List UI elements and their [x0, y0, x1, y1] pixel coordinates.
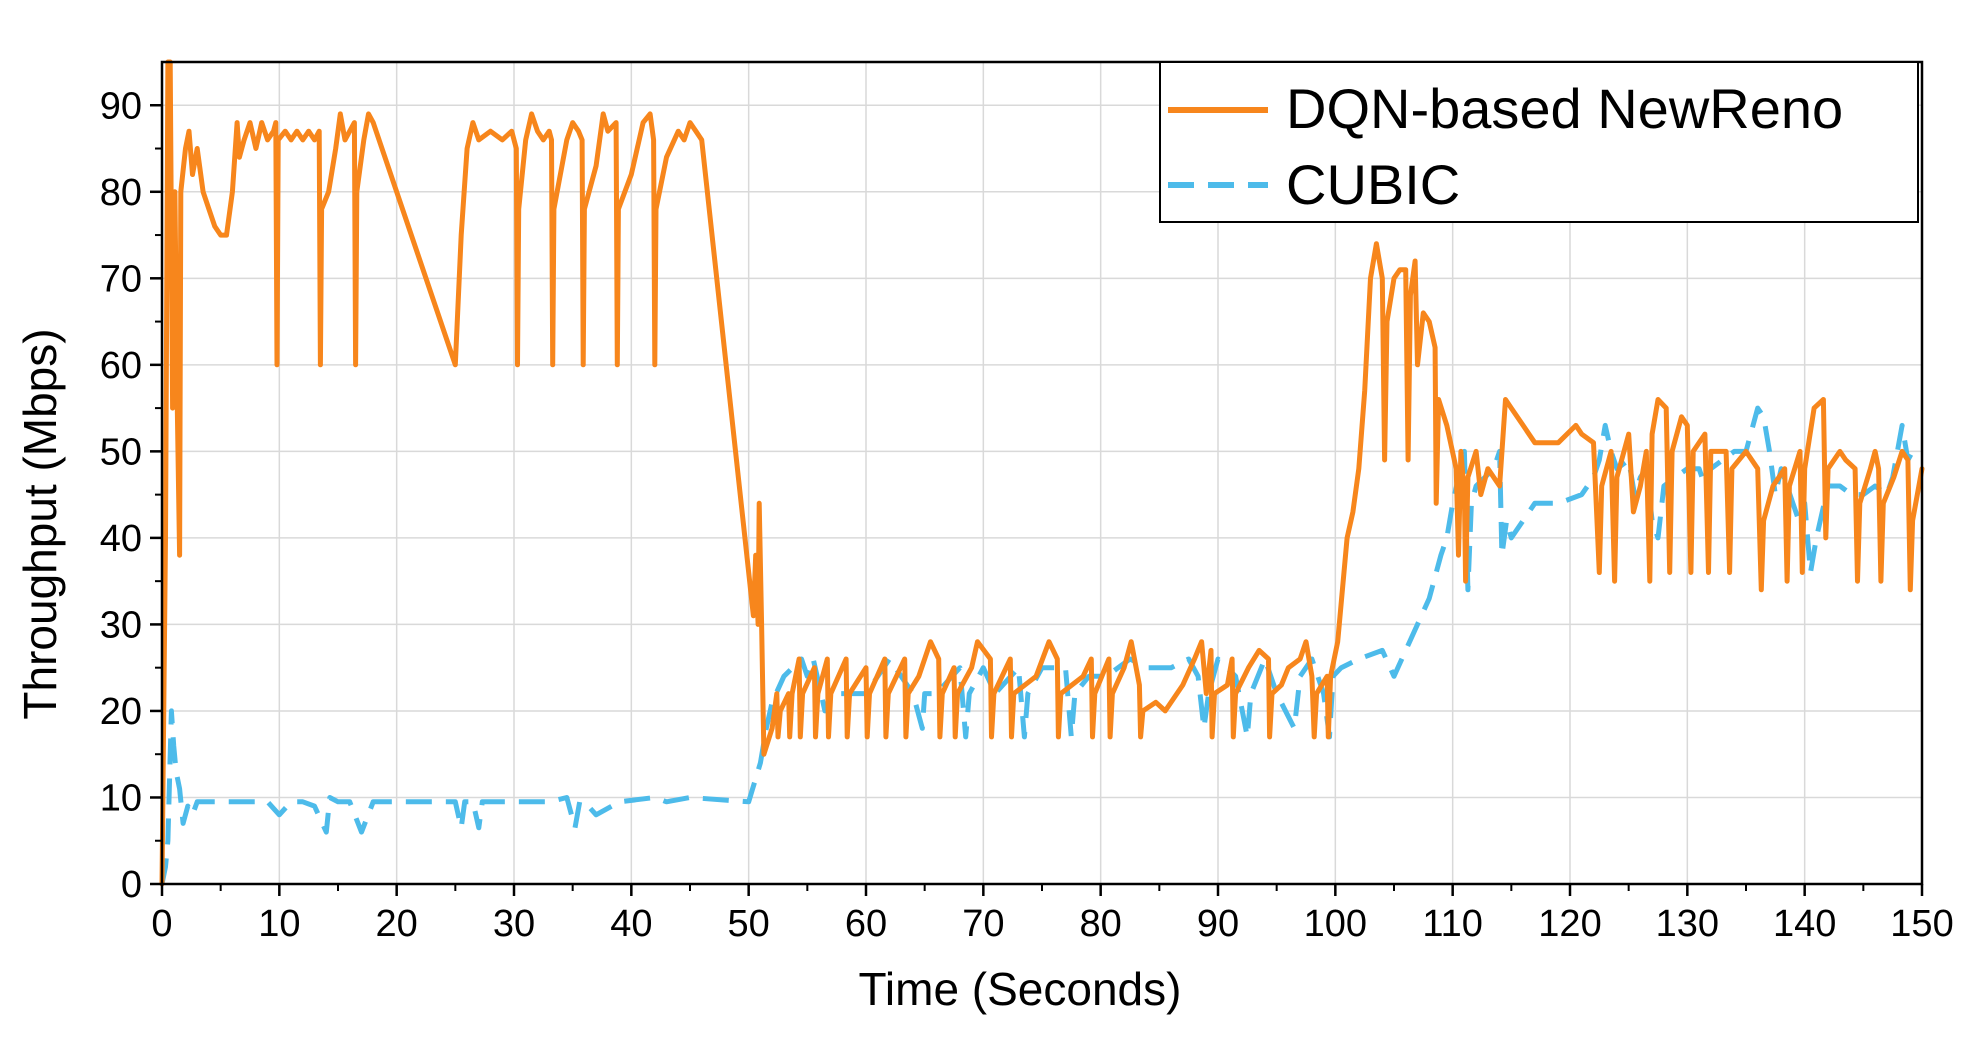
legend-box: [1159, 61, 1919, 223]
x-tick-label: 140: [1773, 903, 1836, 945]
series-layer: [159, 59, 1925, 887]
x-tick-labels: 0 10 20 30 40 50 60 70 80 90 100 110 120 130 140 150: [151, 903, 1953, 945]
x-tick-label: 40: [610, 903, 652, 945]
y-tick-label: 10: [100, 777, 142, 819]
x-tick-label: 10: [258, 903, 300, 945]
axis-ticks: [150, 104, 1924, 896]
y-tick-label: 60: [100, 345, 142, 387]
x-axis-title: Time (Seconds): [859, 963, 1182, 1015]
legend-label-dqn-newreno: DQN-based NewReno: [1286, 77, 1843, 140]
y-tick-label: 80: [100, 172, 142, 214]
x-tick-label: 90: [1197, 903, 1239, 945]
x-tick-label: 100: [1304, 903, 1367, 945]
x-tick-label: 60: [845, 903, 887, 945]
y-tick-label: 90: [100, 85, 142, 127]
y-axis-title: Throughput (Mbps): [14, 328, 66, 719]
y-tick-label: 70: [100, 258, 142, 300]
y-tick-label: 30: [100, 604, 142, 646]
x-tick-label: 30: [493, 903, 535, 945]
series-line-dqn-newreno: [159, 59, 1925, 887]
y-tick-label: 40: [100, 518, 142, 560]
x-tick-label: 130: [1656, 903, 1719, 945]
legend: DQN-based NewReno CUBIC: [1159, 61, 1919, 223]
series-line-cubic: [159, 405, 1922, 885]
y-tick-label: 0: [121, 864, 142, 906]
y-tick-labels: 0 10 20 30 40 50 60 70 80 90: [100, 85, 142, 906]
x-tick-label: 50: [728, 903, 770, 945]
x-tick-label: 80: [1080, 903, 1122, 945]
y-tick-label: 20: [100, 691, 142, 733]
x-tick-label: 110: [1422, 903, 1483, 945]
x-tick-label: 120: [1538, 903, 1601, 945]
legend-label-cubic: CUBIC: [1286, 153, 1460, 216]
x-tick-label: 150: [1890, 903, 1953, 945]
x-tick-label: 70: [962, 903, 1004, 945]
y-tick-label: 50: [100, 431, 142, 473]
x-tick-label: 0: [151, 903, 172, 945]
x-tick-label: 20: [376, 903, 418, 945]
